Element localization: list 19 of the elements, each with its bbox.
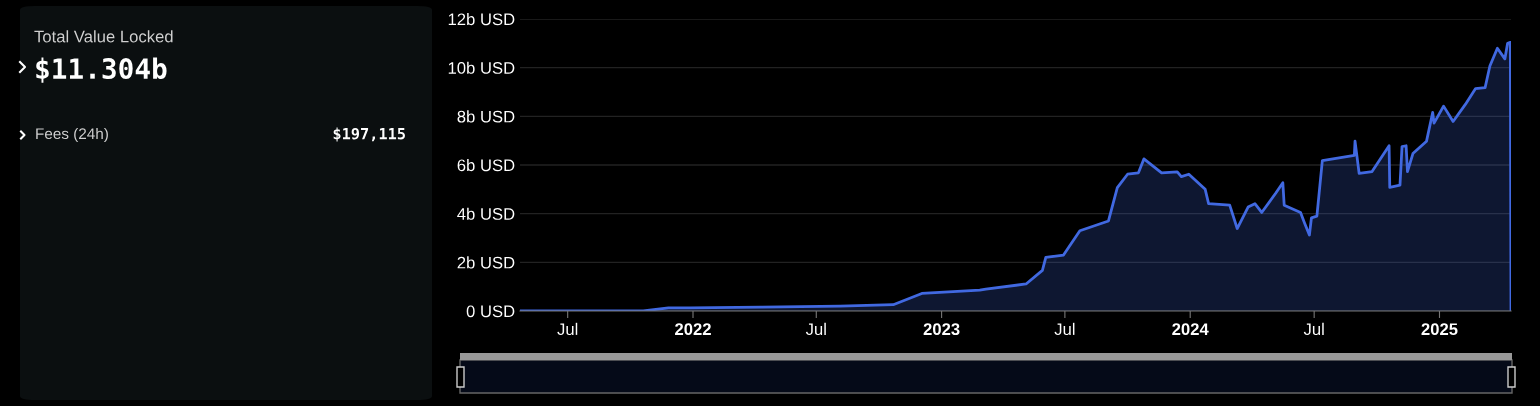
y-tick-label: 12b USD (448, 12, 515, 26)
x-tick-label: Jul (805, 322, 826, 336)
y-tick-label: 8b USD (457, 110, 515, 123)
x-tick-label: 2024 (1172, 323, 1209, 336)
x-tick-label: 2023 (923, 323, 960, 336)
x-tick-label: Jul (557, 322, 578, 336)
x-tick-label: 2022 (675, 323, 711, 336)
text: Total Value Locked (34, 30, 173, 43)
y-tick-label: 2b USD (457, 256, 515, 269)
y-tick-label: 6b USD (457, 158, 515, 172)
text: $197,115 (333, 127, 405, 142)
x-tick-label: Jul (1054, 322, 1075, 336)
y-tick-label: 4b USD (457, 207, 515, 220)
text: $11.304b (36, 57, 167, 83)
y-tick-label: 0 USD (466, 305, 515, 318)
y-tick-label: 10b USD (448, 61, 515, 74)
x-tick-label: Jul (1303, 322, 1324, 336)
x-tick-label: 2025 (1421, 323, 1458, 336)
text: Fees (24h) (36, 127, 108, 143)
